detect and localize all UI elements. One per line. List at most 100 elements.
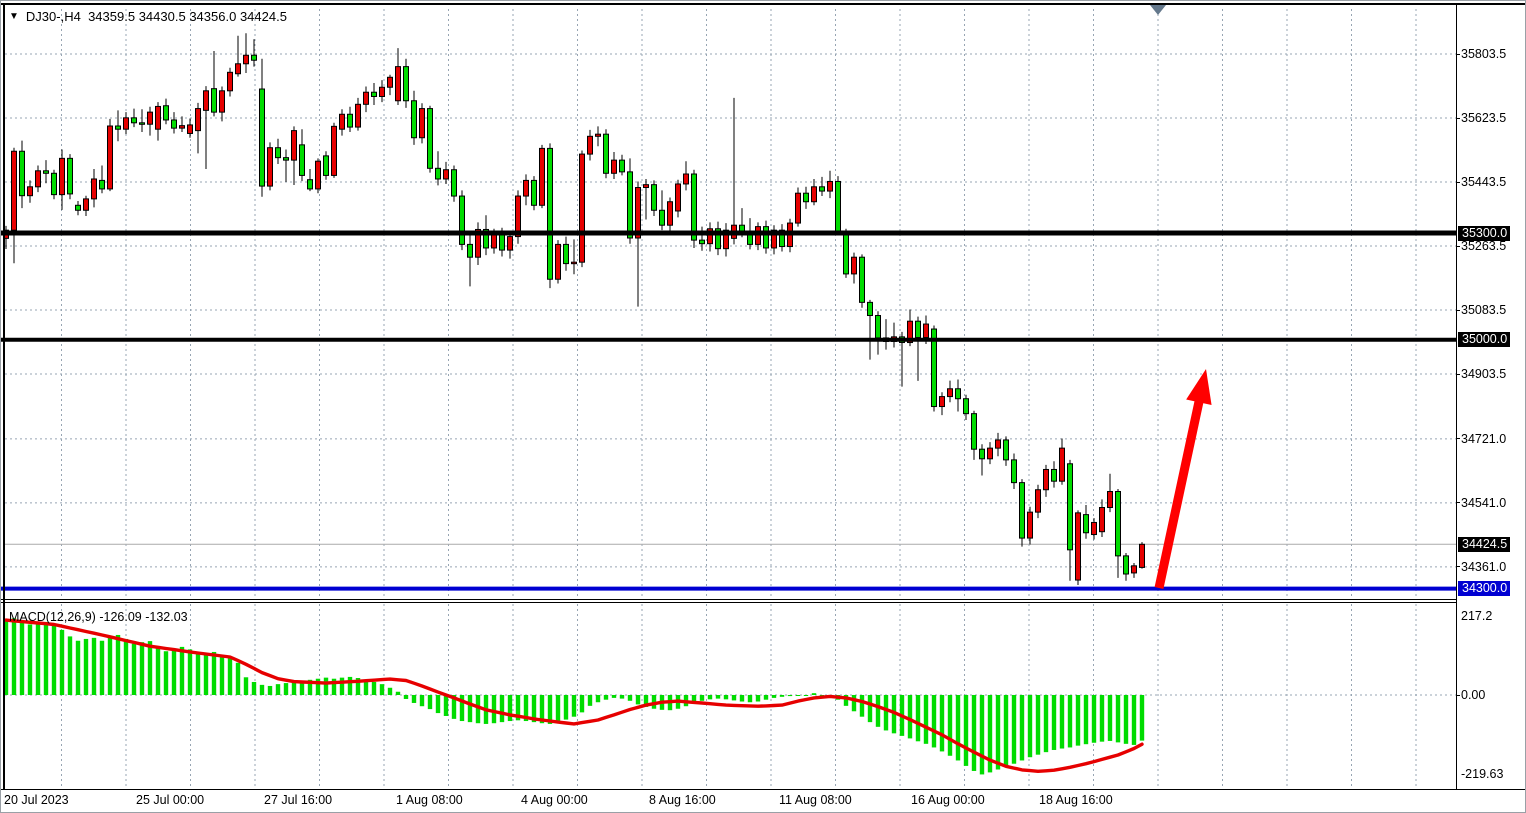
candle-bear xyxy=(971,413,977,450)
macd-histogram-bar xyxy=(1003,695,1009,767)
time-axis-label: 8 Aug 16:00 xyxy=(649,793,716,807)
macd-histogram-bar xyxy=(851,695,857,712)
macd-histogram-bar xyxy=(731,695,737,701)
candle-bull xyxy=(123,117,129,130)
macd-histogram-bar xyxy=(907,695,913,739)
macd-histogram-bar xyxy=(1027,695,1033,758)
candle-bull xyxy=(83,198,89,211)
macd-histogram-bar xyxy=(211,651,217,695)
low-value: 34356.0 xyxy=(189,8,237,24)
macd-histogram-bar xyxy=(347,676,353,695)
plot-left-border xyxy=(3,3,5,789)
macd-histogram-bar xyxy=(587,695,593,706)
candle-bull xyxy=(795,192,801,224)
macd-histogram-bar xyxy=(155,646,161,695)
macd-histogram-bar xyxy=(163,651,169,695)
macd-histogram-bar xyxy=(523,695,529,722)
candle-bear xyxy=(171,119,177,129)
macd-histogram-bar xyxy=(363,679,369,695)
time-axis-label: 11 Aug 08:00 xyxy=(779,793,852,807)
panel-separator[interactable] xyxy=(1,599,1457,600)
candle-bull xyxy=(907,320,913,344)
macd-histogram-bar xyxy=(43,621,49,695)
price-tick-mark xyxy=(1456,245,1460,247)
macd-histogram-bar xyxy=(75,640,81,695)
macd-histogram-bar xyxy=(243,677,249,695)
panel-separator-lower xyxy=(1,602,1457,603)
price-axis-label: 35803.5 xyxy=(1461,47,1507,61)
trend-arrow-shaft[interactable] xyxy=(1154,395,1205,589)
macd-histogram-bar xyxy=(611,695,617,698)
macd-histogram-bar xyxy=(1019,695,1025,761)
candle-bear xyxy=(651,184,657,211)
macd-histogram-bar xyxy=(555,695,561,723)
macd-histogram-bar xyxy=(195,652,201,695)
macd-histogram-bar xyxy=(627,695,633,701)
candle-bear xyxy=(1083,514,1089,534)
candle-bull xyxy=(195,108,201,132)
candle-bear xyxy=(411,100,417,139)
macd-histogram-bar xyxy=(1011,695,1017,764)
macd-histogram-bar xyxy=(915,695,921,742)
candle-bull xyxy=(811,186,817,203)
macd-histogram-bar xyxy=(443,695,449,716)
candle-bull xyxy=(1107,491,1113,509)
macd-histogram-bar xyxy=(275,684,281,695)
candle-bull xyxy=(1035,489,1041,513)
dropdown-triangle-icon[interactable]: ▼ xyxy=(9,10,19,22)
candle-bear xyxy=(275,147,281,159)
candle-bear xyxy=(627,171,633,239)
candle-bull xyxy=(579,153,585,263)
candle-bull xyxy=(707,228,713,245)
candle-bull xyxy=(331,125,337,176)
macd-main-value: -126.09 xyxy=(99,610,142,624)
macd-histogram-bar xyxy=(427,695,433,710)
chart-title: ▼ DJ30-,H4 34359.5 34430.5 34356.0 34424.… xyxy=(9,8,287,24)
candle-bear xyxy=(115,125,121,130)
macd-histogram-bar xyxy=(723,695,729,700)
macd-histogram-bar xyxy=(371,681,377,695)
price-axis-label: 34541.0 xyxy=(1461,495,1507,510)
macd-histogram-bar xyxy=(739,695,745,702)
candle-bear xyxy=(99,179,105,190)
trend-arrow-head[interactable] xyxy=(1186,369,1212,405)
candle-bull xyxy=(219,90,225,113)
macd-histogram-bar xyxy=(955,695,961,761)
candle-bull xyxy=(723,229,729,250)
candle-bear xyxy=(67,157,73,195)
macd-histogram-bar xyxy=(1067,695,1073,748)
candle-bear xyxy=(963,398,969,415)
candle-bear xyxy=(19,150,25,197)
macd-histogram-bar xyxy=(283,683,289,695)
price-axis-label: 34721.0 xyxy=(1461,431,1507,446)
candle-bull xyxy=(675,183,681,212)
price-tick-mark xyxy=(1456,117,1460,119)
candle-bull xyxy=(315,160,321,190)
macd-histogram-bar xyxy=(419,695,425,707)
macd-histogram-bar xyxy=(171,648,177,695)
price-axis-border xyxy=(1456,5,1457,789)
macd-histogram-bar xyxy=(1091,695,1097,743)
candle-bear xyxy=(499,233,505,251)
candle-bear xyxy=(299,144,305,176)
price-axis-label: 35263.5 xyxy=(1461,239,1507,253)
macd-histogram-bar xyxy=(707,695,713,700)
bar-position-marker-icon xyxy=(1150,5,1166,15)
macd-histogram-bar xyxy=(883,695,889,731)
macd-histogram-bar xyxy=(947,695,953,756)
macd-histogram-bar xyxy=(147,641,153,695)
macd-histogram-bar xyxy=(843,695,849,706)
macd-histogram-bar xyxy=(563,695,569,720)
macd-histogram-bar xyxy=(323,677,329,695)
price-axis-label: 35443.5 xyxy=(1461,175,1507,189)
macd-histogram-bar xyxy=(979,695,985,775)
candle-bull xyxy=(147,111,153,125)
candle-bull xyxy=(771,229,777,249)
macd-histogram-bar xyxy=(291,681,297,695)
macd-histogram-bar xyxy=(499,695,505,723)
macd-histogram-bar xyxy=(643,695,649,707)
macd-histogram-bar xyxy=(795,695,801,696)
candle-bear xyxy=(563,243,569,265)
